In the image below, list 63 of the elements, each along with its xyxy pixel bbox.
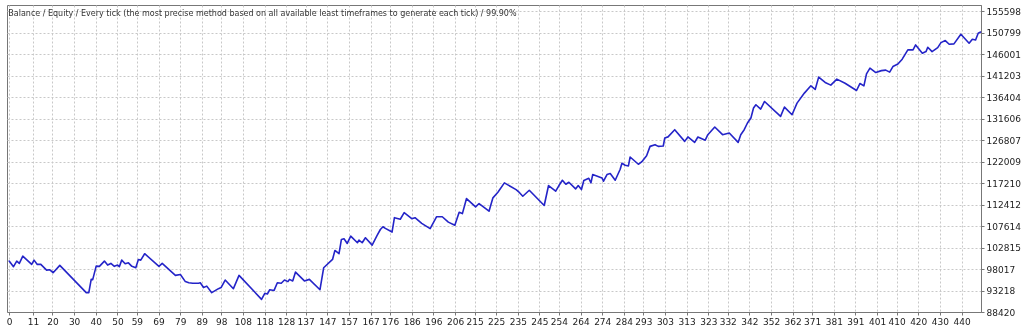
y-tick-label: 146001 bbox=[986, 49, 1021, 60]
x-tick-label: 40 bbox=[90, 316, 103, 326]
x-tick-label: 147 bbox=[319, 316, 337, 326]
y-tick-label: 150799 bbox=[986, 28, 1022, 39]
y-tick-label: 126807 bbox=[986, 135, 1021, 146]
x-tick-label: 440 bbox=[953, 316, 971, 326]
x-tick-label: 323 bbox=[700, 316, 718, 326]
x-tick-label: 303 bbox=[656, 316, 675, 326]
x-tick-label: 79 bbox=[174, 316, 187, 326]
text: Balance / Equity / Every tick (the most precise method based on all available least timeframes to generate each tick) / 99.90% bbox=[8, 9, 517, 18]
x-tick-label: 137 bbox=[297, 316, 315, 326]
y-tick-label: 98017 bbox=[986, 264, 1016, 275]
x-tick-label: 420 bbox=[910, 316, 928, 326]
x-tick-label: 186 bbox=[403, 316, 422, 326]
x-tick-label: 371 bbox=[804, 316, 822, 326]
x-tick-label: 293 bbox=[635, 316, 653, 326]
x-tick-label: 235 bbox=[509, 316, 527, 326]
x-tick-label: 128 bbox=[278, 316, 296, 326]
x-tick-label: 401 bbox=[869, 316, 887, 326]
x-tick-label: 254 bbox=[550, 316, 569, 326]
x-tick-label: 362 bbox=[784, 316, 802, 326]
x-tick-label: 225 bbox=[488, 316, 506, 326]
x-tick-label: 284 bbox=[615, 316, 634, 326]
x-tick-label: 410 bbox=[888, 316, 906, 326]
x-tick-label: 196 bbox=[425, 316, 443, 326]
x-tick-label: 391 bbox=[847, 316, 865, 326]
x-tick-label: 98 bbox=[216, 316, 228, 326]
x-tick-label: 313 bbox=[678, 316, 696, 326]
x-tick-label: 0 bbox=[6, 316, 13, 326]
x-tick-label: 215 bbox=[466, 316, 484, 326]
x-tick-label: 245 bbox=[531, 316, 549, 326]
y-tick-label: 136404 bbox=[986, 92, 1022, 103]
x-tick-label: 108 bbox=[234, 316, 253, 326]
y-tick-label: 93218 bbox=[986, 286, 1016, 297]
x-tick-label: 332 bbox=[719, 316, 737, 326]
x-tick-label: 176 bbox=[382, 316, 400, 326]
x-tick-label: 274 bbox=[594, 316, 612, 326]
x-tick-label: 167 bbox=[362, 316, 380, 326]
y-tick-label: 112412 bbox=[986, 200, 1021, 211]
y-tick-label: 122009 bbox=[986, 157, 1022, 168]
x-tick-label: 157 bbox=[340, 316, 359, 326]
y-tick-label: 88420 bbox=[986, 307, 1016, 318]
x-tick-label: 352 bbox=[762, 316, 781, 326]
y-tick-label: 155598 bbox=[986, 6, 1022, 17]
x-tick-label: 30 bbox=[68, 316, 81, 326]
y-tick-label: 107614 bbox=[986, 221, 1022, 232]
x-tick-label: 381 bbox=[825, 316, 843, 326]
x-tick-label: 59 bbox=[131, 316, 144, 326]
y-tick-label: 117210 bbox=[986, 178, 1022, 189]
line-series bbox=[8, 31, 982, 301]
x-tick-label: 89 bbox=[196, 316, 209, 326]
x-tick-label: 430 bbox=[931, 316, 950, 326]
x-tick-label: 69 bbox=[153, 316, 166, 326]
y-tick-label: 131606 bbox=[986, 114, 1022, 125]
x-tick-label: 342 bbox=[741, 316, 759, 326]
x-tick-label: 264 bbox=[572, 316, 590, 326]
x-tick-label: 206 bbox=[446, 316, 465, 326]
x-tick-label: 118 bbox=[256, 316, 274, 326]
y-tick-label: 141203 bbox=[986, 71, 1021, 82]
x-tick-label: 11 bbox=[27, 316, 40, 326]
y-tick-label: 102815 bbox=[986, 243, 1021, 254]
x-tick-label: 50 bbox=[112, 316, 124, 326]
x-tick-label: 20 bbox=[47, 316, 59, 326]
